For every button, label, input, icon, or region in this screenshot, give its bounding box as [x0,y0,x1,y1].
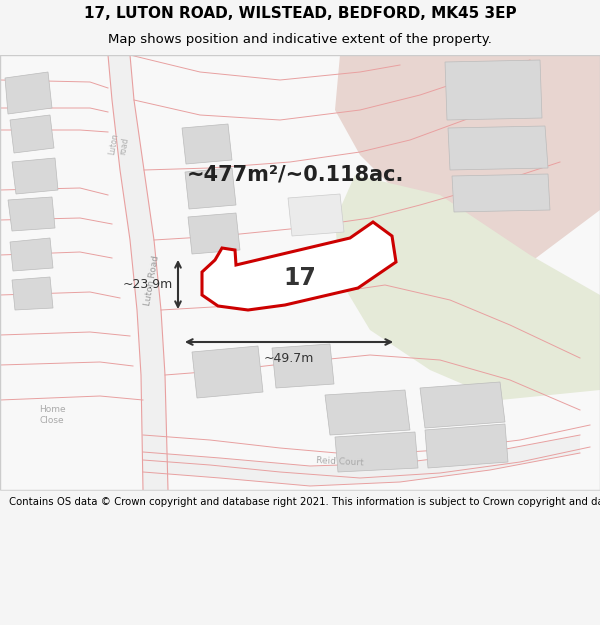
Polygon shape [272,344,334,388]
Polygon shape [452,174,550,212]
Polygon shape [202,222,396,310]
Polygon shape [143,435,580,486]
Polygon shape [335,175,600,400]
Polygon shape [10,115,54,153]
Polygon shape [188,213,240,254]
Polygon shape [335,55,600,270]
Polygon shape [5,72,52,114]
Polygon shape [192,346,263,398]
Text: Contains OS data © Crown copyright and database right 2021. This information is : Contains OS data © Crown copyright and d… [9,497,600,507]
Polygon shape [325,390,410,435]
Text: Luton
road: Luton road [107,132,130,158]
Polygon shape [182,124,232,164]
Polygon shape [185,168,236,209]
Polygon shape [10,238,53,271]
Text: Map shows position and indicative extent of the property.: Map shows position and indicative extent… [108,33,492,46]
Text: Home
Close: Home Close [38,405,65,425]
Text: ~49.7m: ~49.7m [264,352,314,365]
Polygon shape [425,424,508,468]
Text: ~23.9m: ~23.9m [123,278,173,291]
Polygon shape [8,197,55,231]
Text: Luton Road: Luton Road [143,254,161,306]
Text: 17, LUTON ROAD, WILSTEAD, BEDFORD, MK45 3EP: 17, LUTON ROAD, WILSTEAD, BEDFORD, MK45 … [83,6,517,21]
Polygon shape [448,126,548,170]
Polygon shape [335,432,418,472]
Polygon shape [12,158,58,194]
Polygon shape [288,194,344,236]
Polygon shape [420,382,505,428]
Polygon shape [445,60,542,120]
Polygon shape [12,277,53,310]
Polygon shape [108,55,168,490]
Text: ~477m²/~0.118ac.: ~477m²/~0.118ac. [187,165,404,185]
Text: Reid Court: Reid Court [316,456,364,468]
Text: 17: 17 [284,266,316,290]
